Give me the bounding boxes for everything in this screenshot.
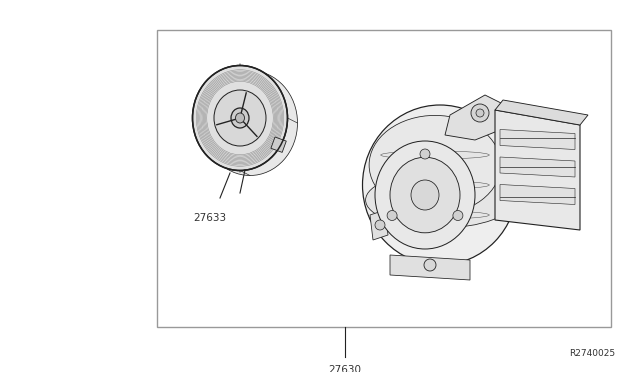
Circle shape — [375, 220, 385, 230]
Ellipse shape — [200, 96, 280, 100]
Ellipse shape — [217, 71, 263, 76]
Ellipse shape — [381, 181, 489, 189]
Ellipse shape — [381, 151, 489, 159]
Bar — [157, 30, 611, 327]
Ellipse shape — [204, 88, 276, 92]
Text: 27630: 27630 — [328, 365, 362, 372]
Ellipse shape — [204, 144, 276, 148]
Bar — [271, 137, 286, 153]
Ellipse shape — [362, 105, 518, 265]
Polygon shape — [500, 185, 575, 205]
Ellipse shape — [209, 153, 271, 156]
Text: 27633: 27633 — [193, 213, 227, 223]
Ellipse shape — [198, 104, 282, 108]
Circle shape — [453, 211, 463, 221]
Ellipse shape — [381, 211, 489, 219]
Ellipse shape — [197, 120, 283, 124]
Ellipse shape — [375, 141, 475, 249]
Polygon shape — [495, 100, 588, 125]
Ellipse shape — [193, 65, 287, 170]
Ellipse shape — [365, 172, 515, 228]
Ellipse shape — [197, 112, 283, 116]
Ellipse shape — [236, 113, 244, 123]
Ellipse shape — [198, 128, 282, 132]
Circle shape — [471, 104, 489, 122]
Ellipse shape — [231, 108, 249, 128]
Ellipse shape — [214, 90, 266, 146]
Circle shape — [387, 211, 397, 221]
Polygon shape — [500, 129, 575, 150]
Ellipse shape — [200, 136, 280, 140]
Polygon shape — [445, 95, 505, 140]
Polygon shape — [495, 110, 580, 230]
Ellipse shape — [390, 157, 460, 233]
Ellipse shape — [411, 180, 439, 210]
Ellipse shape — [217, 160, 263, 164]
Circle shape — [424, 259, 436, 271]
Polygon shape — [370, 210, 388, 240]
Circle shape — [476, 109, 484, 117]
Polygon shape — [500, 157, 575, 177]
Ellipse shape — [209, 80, 271, 84]
Circle shape — [420, 149, 430, 159]
Text: R2740025: R2740025 — [569, 349, 615, 358]
Ellipse shape — [202, 71, 298, 176]
Polygon shape — [390, 255, 470, 280]
Ellipse shape — [369, 115, 501, 215]
